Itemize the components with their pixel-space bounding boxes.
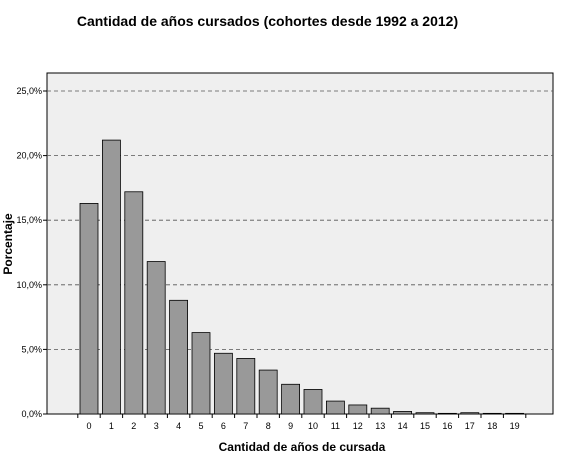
x-tick-label: 16 xyxy=(442,421,452,431)
bar-9 xyxy=(281,383,301,415)
chart-title: Cantidad de años cursados (cohortes desd… xyxy=(76,13,459,29)
y-tick-label: 25,0% xyxy=(16,86,42,96)
bar-11 xyxy=(325,400,345,415)
x-tick-label: 19 xyxy=(510,421,520,431)
gridlines xyxy=(47,90,553,350)
x-tick-label: 13 xyxy=(375,421,385,431)
y-tick-label: 15,0% xyxy=(16,215,42,225)
x-axis: 0 1 2 3 4 5 6 7 8 9 10 11 12 13 14 15 16 17 18 19 xyxy=(77,414,527,431)
bar-6 xyxy=(213,352,233,415)
x-tick-label: 11 xyxy=(331,421,340,431)
x-tick-label: 5 xyxy=(198,421,203,431)
bar-15 xyxy=(415,412,435,415)
bars xyxy=(79,139,525,415)
y-tick-label: 10,0% xyxy=(16,280,42,290)
x-tick-label: 18 xyxy=(487,421,497,431)
bar-17 xyxy=(460,412,480,415)
x-tick-label: 9 xyxy=(288,421,293,431)
bar-13 xyxy=(370,407,390,415)
bar-2 xyxy=(124,191,144,415)
bar-8 xyxy=(258,369,278,415)
y-axis-title: Porcentaje xyxy=(1,213,15,275)
bar-18 xyxy=(482,412,502,415)
x-tick-label: 10 xyxy=(308,421,318,431)
bar-5 xyxy=(191,332,211,415)
y-tick-label: 0,0% xyxy=(21,409,42,419)
x-tick-label: 14 xyxy=(398,421,408,431)
x-tick-label: 0 xyxy=(86,421,91,431)
x-tick-label: 17 xyxy=(465,421,475,431)
x-tick-label: 4 xyxy=(176,421,181,431)
bar-16 xyxy=(437,412,457,415)
y-axis: 0,0% 5,0% 10,0% 15,0% 20,0% 25,0% xyxy=(16,86,47,419)
bar-14 xyxy=(393,411,413,415)
x-tick-label: 8 xyxy=(266,421,271,431)
bar-1 xyxy=(102,139,121,415)
x-tick-label: 1 xyxy=(109,421,114,431)
bar-12 xyxy=(348,404,368,415)
x-tick-label: 6 xyxy=(221,421,226,431)
bar-7 xyxy=(236,358,256,415)
bar-19 xyxy=(505,412,525,415)
x-tick-label: 12 xyxy=(353,421,363,431)
y-tick-label: 20,0% xyxy=(16,151,42,161)
bar-10 xyxy=(303,389,323,415)
plot-area xyxy=(46,72,554,415)
x-tick-label: 2 xyxy=(131,421,136,431)
bar-0 xyxy=(79,203,99,415)
x-axis-title: Cantidad de años de cursada xyxy=(219,440,386,454)
bar-3 xyxy=(146,261,166,415)
bar-4 xyxy=(169,299,189,415)
x-tick-label: 7 xyxy=(243,421,248,431)
x-tick-label: 15 xyxy=(420,421,430,431)
y-tick-label: 5,0% xyxy=(21,344,42,354)
x-tick-label: 3 xyxy=(154,421,159,431)
